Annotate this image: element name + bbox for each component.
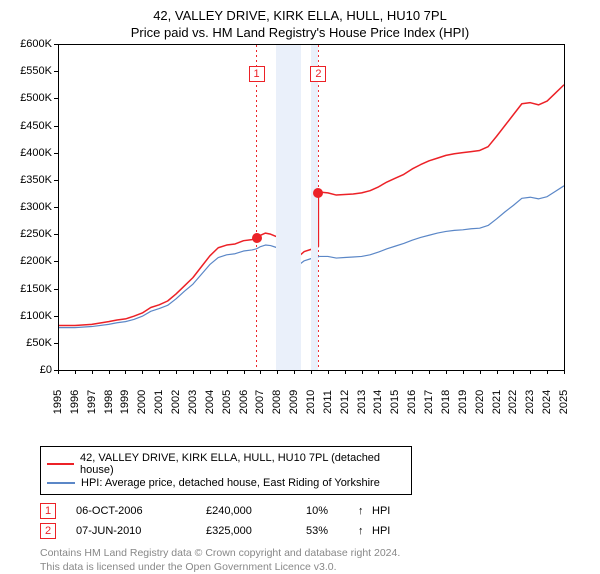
y-tick-label: £250K xyxy=(12,228,52,240)
chart: £0 £50K £100K £150K £200K £250K £300K £350K £400… xyxy=(12,44,572,404)
legend-item: HPI: Average price, detached house, East… xyxy=(47,477,405,489)
sale-index-badge: 1 xyxy=(40,503,56,519)
legend-label: HPI: Average price, detached house, East… xyxy=(81,477,380,489)
arrow-up-icon: ↑ xyxy=(358,525,372,537)
y-tick-label: £200K xyxy=(12,255,52,267)
y-tick-label: £400K xyxy=(12,147,52,159)
sale-marker-label: 1 xyxy=(249,66,265,82)
x-tick-label: 2013 xyxy=(356,390,368,414)
x-tick-label: 2006 xyxy=(238,390,250,414)
y-tick-label: £600K xyxy=(12,38,52,50)
x-tick-label: 2016 xyxy=(406,390,418,414)
legend: 42, VALLEY DRIVE, KIRK ELLA, HULL, HU10 … xyxy=(40,446,412,495)
x-tick-label: 1996 xyxy=(69,390,81,414)
sale-row: 1 06-OCT-2006£240,00010%↑HPI xyxy=(40,501,600,521)
x-tick-label: 2023 xyxy=(524,390,536,414)
x-tick-label: 2012 xyxy=(339,390,351,414)
legend-swatch xyxy=(47,482,75,484)
x-tick-label: 2000 xyxy=(136,390,148,414)
x-tick-label: 2007 xyxy=(254,390,266,414)
y-tick-label: £450K xyxy=(12,120,52,132)
x-tick-label: 2024 xyxy=(541,390,553,414)
y-tick-label: £550K xyxy=(12,65,52,77)
y-tick-label: £50K xyxy=(12,337,52,349)
y-tick-label: £100K xyxy=(12,310,52,322)
x-tick-label: 2019 xyxy=(457,390,469,414)
sale-row: 2 07-JUN-2010£325,00053%↑HPI xyxy=(40,521,600,541)
x-tick-label: 2015 xyxy=(389,390,401,414)
recession-band xyxy=(311,45,318,370)
x-tick-label: 2001 xyxy=(153,390,165,414)
x-tick-label: 2003 xyxy=(187,390,199,414)
title-line-1: 42, VALLEY DRIVE, KIRK ELLA, HULL, HU10 … xyxy=(0,0,600,23)
sale-pct: 10% xyxy=(306,505,358,517)
x-tick-label: 2002 xyxy=(170,390,182,414)
x-tick-label: 2025 xyxy=(558,390,570,414)
footer-line-2: This data is licensed under the Open Gov… xyxy=(40,561,600,574)
x-tick-label: 1998 xyxy=(103,390,115,414)
sale-price: £325,000 xyxy=(206,525,306,537)
series-line-price_paid_post xyxy=(318,85,564,195)
x-tick-label: 2020 xyxy=(474,390,486,414)
x-tick-label: 2017 xyxy=(423,390,435,414)
arrow-up-icon: ↑ xyxy=(358,505,372,517)
y-tick-label: £350K xyxy=(12,174,52,186)
sale-index-badge: 2 xyxy=(40,523,56,539)
sale-marker-label: 2 xyxy=(310,66,326,82)
sales-table: 1 06-OCT-2006£240,00010%↑HPI 2 07-JUN-2010£… xyxy=(40,501,600,541)
y-tick-label: £0 xyxy=(12,364,52,376)
sale-date: 07-JUN-2010 xyxy=(76,525,206,537)
x-tick-label: 2010 xyxy=(305,390,317,414)
y-tick-label: £300K xyxy=(12,201,52,213)
sale-vs-label: HPI xyxy=(372,505,390,517)
footer-line-1: Contains HM Land Registry data © Crown c… xyxy=(40,547,600,561)
x-tick-label: 2022 xyxy=(507,390,519,414)
x-tick-label: 2004 xyxy=(204,390,216,414)
y-tick-label: £500K xyxy=(12,92,52,104)
x-tick-label: 2014 xyxy=(372,390,384,414)
x-tick-label: 2005 xyxy=(221,390,233,414)
x-tick-label: 2018 xyxy=(440,390,452,414)
legend-item: 42, VALLEY DRIVE, KIRK ELLA, HULL, HU10 … xyxy=(47,452,405,476)
sale-date: 06-OCT-2006 xyxy=(76,505,206,517)
sale-price: £240,000 xyxy=(206,505,306,517)
x-tick-label: 2011 xyxy=(322,390,334,414)
title-line-2: Price paid vs. HM Land Registry's House … xyxy=(0,23,600,40)
x-tick-label: 1999 xyxy=(119,390,131,414)
x-tick-label: 2009 xyxy=(288,390,300,414)
footer-attribution: Contains HM Land Registry data © Crown c… xyxy=(40,547,600,574)
y-tick-label: £150K xyxy=(12,283,52,295)
x-tick-label: 1995 xyxy=(52,390,64,414)
legend-label: 42, VALLEY DRIVE, KIRK ELLA, HULL, HU10 … xyxy=(80,452,405,476)
recession-band xyxy=(276,45,301,370)
x-tick-label: 2008 xyxy=(271,390,283,414)
legend-swatch xyxy=(47,463,74,465)
sale-marker-dot xyxy=(252,233,262,243)
sale-vs-label: HPI xyxy=(372,525,390,537)
x-tick-label: 2021 xyxy=(491,390,503,414)
sale-marker-dot xyxy=(313,188,323,198)
x-tick-label: 1997 xyxy=(86,390,98,414)
sale-pct: 53% xyxy=(306,525,358,537)
